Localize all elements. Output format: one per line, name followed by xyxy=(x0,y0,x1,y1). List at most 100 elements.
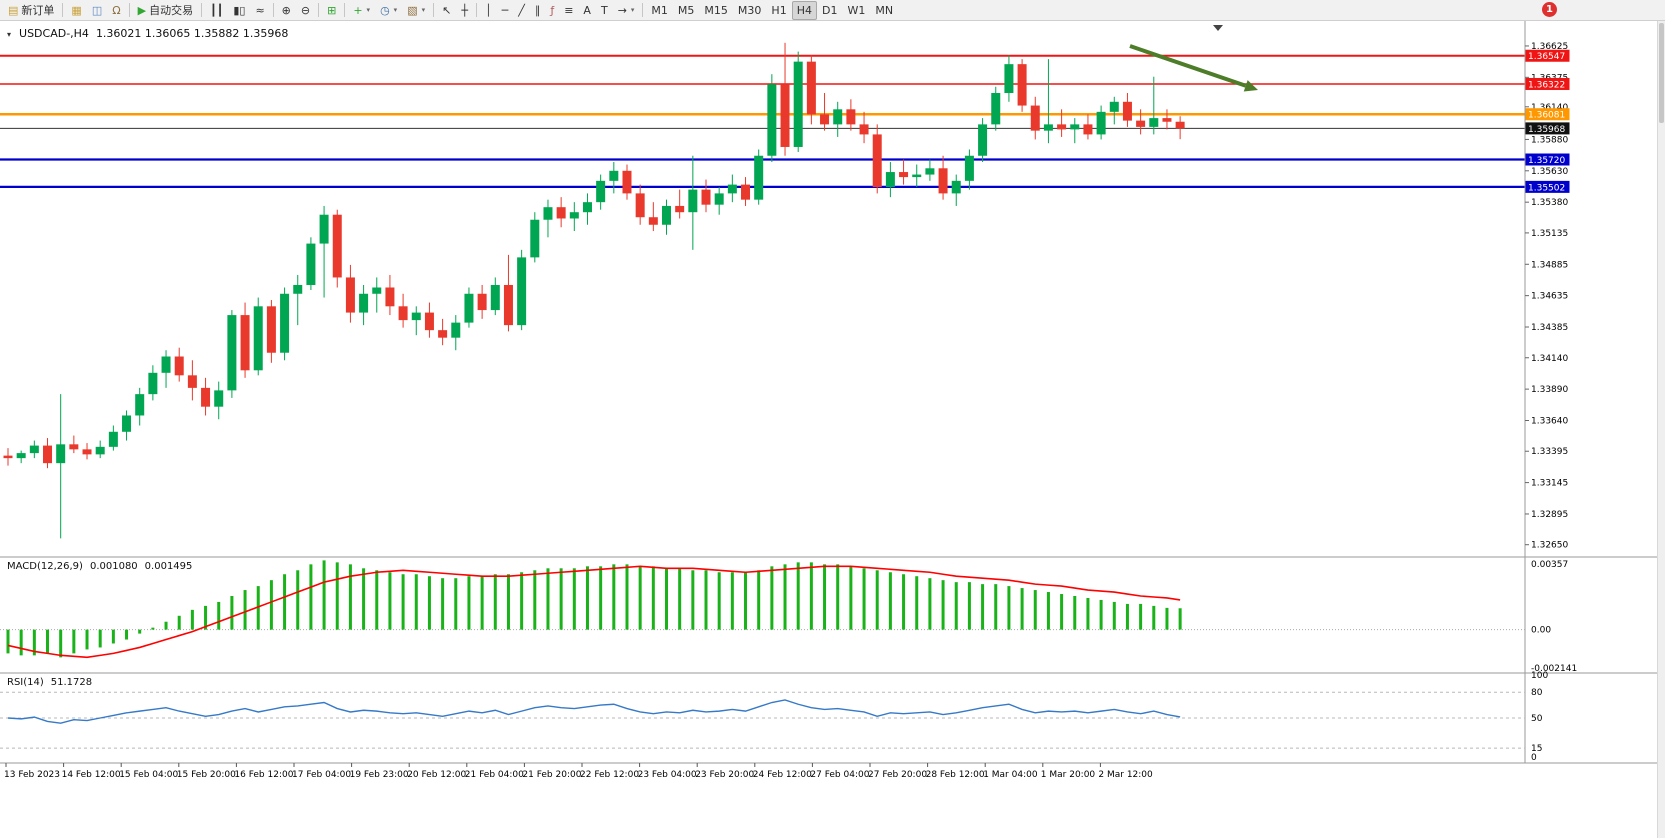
new-order-button-label: 新订单 xyxy=(21,4,55,17)
vertical-scrollbar[interactable] xyxy=(1657,21,1665,838)
arrows-icon: → xyxy=(617,3,627,17)
macd-header: MACD(12,26,9) 0.001080 0.001495 xyxy=(7,561,192,572)
vertical-line-button[interactable]: │ xyxy=(480,1,497,20)
svg-text:1.35720: 1.35720 xyxy=(1528,156,1565,166)
profile-charts-button[interactable]: ◫ xyxy=(87,1,107,20)
horizontal-line-button[interactable]: ─ xyxy=(497,1,514,20)
timeframe-m15-button[interactable]: M15 xyxy=(699,1,733,20)
vertical-line-icon: │ xyxy=(484,3,492,17)
market-depth-button[interactable]: Ω xyxy=(107,1,125,20)
trend-arrow[interactable] xyxy=(1129,44,1258,92)
cursor-button[interactable]: ↖ xyxy=(437,1,456,20)
timeframe-h4-button[interactable]: H4 xyxy=(791,0,817,20)
svg-text:1.33145: 1.33145 xyxy=(1531,479,1568,489)
svg-text:1.36322: 1.36322 xyxy=(1528,80,1565,90)
auto-trading-button-label: 自动交易 xyxy=(149,4,194,17)
equidistant-channel-button[interactable]: ∥ xyxy=(530,1,546,20)
candlestick-chart-icon: ▮▯ xyxy=(233,3,246,17)
main-toolbar: ▤ 新订单 ▦ ◫ Ω ▶ 自动交易 ┃┃ ▮▯ ≈ ⊕ ⊖ ⊞ + ▾ ◷ ▾ ▧ ▾ ↖ ┼ │ ─ ╱ ∥ ƒ ≡ A T → ▾ M1… xyxy=(0,0,1665,21)
indicators-icon: + xyxy=(353,3,363,17)
timeframe-mn-button-label: MN xyxy=(875,3,894,17)
timeframe-m1-button[interactable]: M1 xyxy=(646,1,673,20)
chart-shift-marker[interactable] xyxy=(1213,25,1223,31)
svg-text:1.33640: 1.33640 xyxy=(1531,416,1568,426)
zoom-in-button[interactable]: ⊕ xyxy=(277,1,296,20)
svg-text:24 Feb 12:00: 24 Feb 12:00 xyxy=(753,770,812,780)
timeframe-h1-button-label: H1 xyxy=(771,3,787,17)
candlestick-chart-button[interactable]: ▮▯ xyxy=(228,1,250,20)
toolbar-separator xyxy=(201,3,203,17)
zoom-out-button[interactable]: ⊖ xyxy=(296,1,315,20)
timeframe-d1-button[interactable]: D1 xyxy=(817,1,842,20)
timeframe-w1-button[interactable]: W1 xyxy=(842,1,870,20)
line-chart-button[interactable]: ≈ xyxy=(250,1,269,20)
notification-badge[interactable]: 1 xyxy=(1542,2,1557,17)
trendline-icon: ╱ xyxy=(518,3,525,17)
crosshair-icon: ┼ xyxy=(461,3,468,17)
profile-charts-icon: ◫ xyxy=(91,3,103,17)
timeframe-m15-button-label: M15 xyxy=(704,3,728,17)
macd-signal-line xyxy=(7,565,1181,659)
svg-text:13 Feb 2023: 13 Feb 2023 xyxy=(4,770,60,780)
svg-text:1.35630: 1.35630 xyxy=(1531,167,1568,177)
svg-text:1.35968: 1.35968 xyxy=(1528,125,1565,135)
ohlc-values: 1.36021 1.36065 1.35882 1.35968 xyxy=(95,27,289,40)
timeframe-m30-button-label: M30 xyxy=(737,3,762,17)
fibonacci-icon: ƒ xyxy=(550,3,555,17)
candlesticks xyxy=(3,42,1185,539)
timeframe-w1-button-label: W1 xyxy=(847,3,866,17)
scrollbar-thumb[interactable] xyxy=(1659,23,1664,123)
toolbar-separator xyxy=(62,3,64,17)
svg-text:21 Feb 04:00: 21 Feb 04:00 xyxy=(465,770,524,780)
svg-text:1.34140: 1.34140 xyxy=(1531,354,1568,364)
svg-text:19 Feb 23:00: 19 Feb 23:00 xyxy=(350,770,409,780)
timeframe-m30-button[interactable]: M30 xyxy=(733,1,767,20)
indicators-button[interactable]: + ▾ xyxy=(348,1,375,20)
bar-chart-icon: ┃┃ xyxy=(210,3,224,17)
arrows-button[interactable]: → ▾ xyxy=(613,1,640,20)
zoom-out-icon: ⊖ xyxy=(300,3,311,17)
symbol-collapse-icon[interactable]: ▾ xyxy=(7,30,12,39)
chart-background xyxy=(0,21,1665,838)
rsi-label: RSI(14) xyxy=(7,677,44,688)
new-order-button[interactable]: ▤ 新订单 xyxy=(3,1,59,20)
timeframe-h1-button[interactable]: H1 xyxy=(766,1,791,20)
trendline-button[interactable]: ╱ xyxy=(513,1,530,20)
text-label-button[interactable]: T xyxy=(596,1,613,20)
timeframe-mn-button[interactable]: MN xyxy=(870,1,898,20)
zoom-in-icon: ⊕ xyxy=(281,3,291,17)
auto-trading-button[interactable]: ▶ 自动交易 xyxy=(133,1,198,20)
timeframe-d1-button-label: D1 xyxy=(821,3,838,17)
toolbar-separator xyxy=(344,3,346,17)
svg-text:-0.002141: -0.002141 xyxy=(1531,664,1577,674)
svg-text:0.00: 0.00 xyxy=(1531,626,1551,636)
bar-chart-button[interactable]: ┃┃ xyxy=(205,1,228,20)
tile-windows-button[interactable]: ⊞ xyxy=(322,1,341,20)
toolbar-separator xyxy=(272,3,274,17)
text-icon: A xyxy=(583,3,591,17)
svg-text:1 Mar 20:00: 1 Mar 20:00 xyxy=(1041,770,1096,780)
svg-text:1.34635: 1.34635 xyxy=(1531,292,1568,302)
crosshair-button[interactable]: ┼ xyxy=(456,1,473,20)
svg-text:21 Feb 20:00: 21 Feb 20:00 xyxy=(522,770,581,780)
symbol-period-label: USDCAD-,H4 xyxy=(19,27,89,40)
templates-button[interactable]: ▧ ▾ xyxy=(402,1,430,20)
dropdown-caret-icon: ▾ xyxy=(630,6,635,14)
tile-windows-icon: ⊞ xyxy=(327,3,337,17)
chart-title: ▾ USDCAD-,H4 1.36021 1.36065 1.35882 1.3… xyxy=(7,27,288,40)
svg-text:1.33395: 1.33395 xyxy=(1531,447,1568,457)
macd-histogram xyxy=(6,560,1182,658)
text-button[interactable]: A xyxy=(578,1,596,20)
time-axis xyxy=(5,763,1101,767)
periods-button[interactable]: ◷ ▾ xyxy=(375,1,402,20)
toolbar-separator xyxy=(475,3,477,17)
fibonacci-button[interactable]: ƒ xyxy=(545,1,559,20)
timeframe-m5-button[interactable]: M5 xyxy=(673,1,700,20)
cycle-lines-button[interactable]: ≡ xyxy=(559,1,578,20)
svg-text:23 Feb 04:00: 23 Feb 04:00 xyxy=(638,770,697,780)
chart-list-button[interactable]: ▦ xyxy=(66,1,86,20)
line-chart-icon: ≈ xyxy=(255,3,265,17)
svg-text:1.32895: 1.32895 xyxy=(1531,510,1568,520)
